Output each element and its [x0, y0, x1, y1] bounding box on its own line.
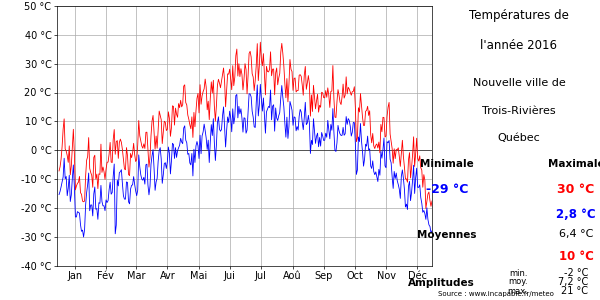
Text: Trois-Rivières: Trois-Rivières — [482, 106, 556, 116]
Text: 21 °C: 21 °C — [561, 286, 588, 296]
Text: Moyennes: Moyennes — [417, 230, 477, 239]
Text: max.: max. — [507, 286, 528, 296]
Text: l'année 2016: l'année 2016 — [481, 39, 557, 52]
Text: 10 °C: 10 °C — [559, 250, 593, 263]
Text: Nouvelle ville de: Nouvelle ville de — [473, 78, 565, 88]
Text: moy.: moy. — [508, 278, 528, 286]
Text: Québec: Québec — [497, 134, 541, 143]
Text: Source : www.incapable.fr/meteo: Source : www.incapable.fr/meteo — [438, 291, 554, 297]
Text: Températures de: Températures de — [469, 9, 569, 22]
Text: 30 °C: 30 °C — [557, 183, 595, 196]
Text: 7,2 °C: 7,2 °C — [558, 278, 588, 287]
Text: 6,4 °C: 6,4 °C — [559, 230, 593, 239]
Text: -29 °C: -29 °C — [426, 183, 468, 196]
Text: Amplitudes: Amplitudes — [407, 278, 475, 287]
Text: min.: min. — [509, 268, 528, 278]
Text: Minimale: Minimale — [420, 159, 474, 169]
Text: -2 °C: -2 °C — [563, 268, 588, 278]
Text: 2,8 °C: 2,8 °C — [556, 208, 596, 221]
Text: Maximale: Maximale — [548, 159, 600, 169]
